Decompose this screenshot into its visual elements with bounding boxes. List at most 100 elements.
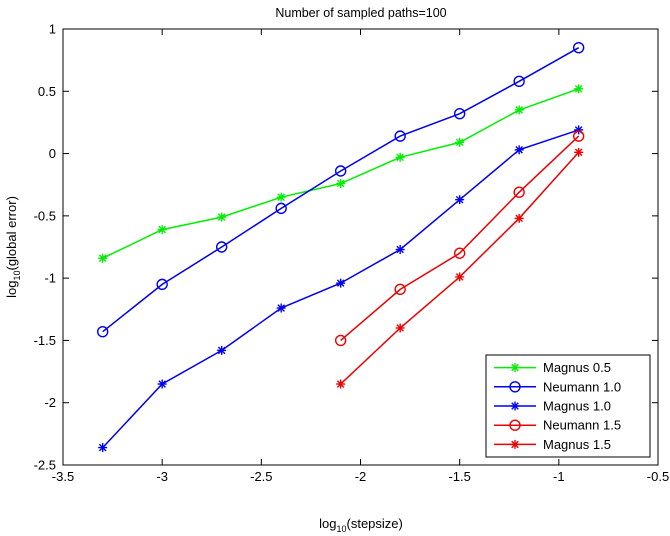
legend-label: Magnus 0.5: [543, 360, 611, 375]
y-tick-label: 0.5: [38, 84, 56, 99]
data-point: [98, 253, 108, 263]
y-tick-label: -2: [44, 395, 56, 410]
y-axis-label: log10(global error): [4, 196, 22, 298]
x-tick-label: -0.5: [647, 469, 669, 484]
x-tick-label: -2: [355, 469, 367, 484]
star-stroke: [277, 193, 285, 201]
star-stroke: [511, 402, 519, 410]
y-tick-label: -1: [44, 271, 56, 286]
legend-box: [485, 354, 651, 458]
x-tick-label: -2.5: [250, 469, 272, 484]
data-point: [217, 212, 227, 222]
data-point: [574, 84, 584, 94]
legend-label: Neumann 1.5: [543, 418, 621, 433]
x-axis-ticks: -3.5 -3 -2.5 -2 -1.5 -1 -0.5: [52, 29, 669, 484]
y-tick-label: 1: [49, 22, 56, 37]
data-point: [395, 244, 405, 254]
star-stroke: [455, 273, 464, 281]
data-point: [157, 225, 167, 235]
star-stroke: [396, 153, 404, 162]
data-point: [276, 303, 286, 313]
series-line: [340, 135, 580, 341]
star-stroke: [511, 440, 519, 449]
data-point: [336, 379, 346, 389]
star-stroke: [217, 213, 226, 221]
series-neumann-1-0: [96, 41, 585, 338]
x-tick-label: -1: [553, 469, 565, 484]
data-point: [336, 278, 346, 288]
legend-label: Neumann 1.0: [543, 379, 621, 394]
y-tick-label: -0.5: [34, 208, 56, 223]
legend: Magnus 0.5 Neumann 1.0 Magnus 1.0 Neumann 1…: [485, 354, 651, 458]
series-layer: [96, 41, 585, 453]
data-point: [513, 75, 525, 88]
data-point: [514, 213, 524, 223]
legend-item: Neumann 1.0: [494, 379, 621, 394]
data-point: [514, 105, 524, 115]
data-point: [275, 202, 287, 215]
star-stroke: [396, 324, 404, 332]
series-magnus-1-5: [336, 147, 584, 389]
legend-label: Magnus 1.5: [543, 437, 611, 452]
data-point: [455, 195, 465, 205]
series-line: [102, 47, 580, 333]
data-point: [395, 152, 405, 162]
legend-swatch-marker: [510, 401, 520, 411]
x-tick-label: -1.5: [448, 469, 470, 484]
data-point: [394, 283, 406, 296]
data-point: [572, 130, 585, 142]
legend-label: Magnus 1.0: [543, 399, 611, 414]
data-point: [514, 145, 524, 155]
star-stroke: [574, 84, 583, 93]
data-point: [96, 326, 109, 338]
series-magnus-0-5: [98, 84, 584, 263]
data-point: [455, 272, 465, 282]
y-tick-label: -2.5: [34, 458, 56, 473]
legend-swatch-marker: [510, 363, 520, 373]
star-stroke: [217, 346, 226, 355]
series-neumann-1-5: [334, 130, 585, 347]
data-point: [156, 278, 168, 291]
star-stroke: [574, 148, 583, 157]
star-stroke: [511, 363, 519, 372]
chart-title: Number of sampled paths=100: [275, 6, 446, 20]
legend-swatch-marker: [510, 439, 520, 449]
star-stroke: [98, 254, 107, 263]
data-point: [395, 323, 405, 333]
legend-swatch-marker: [509, 419, 521, 431]
data-point: [394, 130, 406, 142]
data-point: [157, 379, 167, 389]
star-stroke: [336, 279, 345, 287]
star-stroke: [515, 214, 523, 223]
legend-item: Magnus 1.0: [494, 399, 611, 414]
data-point: [98, 443, 108, 453]
data-point: [217, 345, 227, 355]
star-stroke: [277, 304, 285, 312]
star-stroke: [455, 138, 464, 147]
series-magnus-1-0: [98, 125, 584, 453]
star-stroke: [515, 146, 523, 154]
data-point: [334, 334, 347, 347]
y-axis-ticks: -2.5 -2 -1.5 -1 -0.5 0 0.5 1: [34, 22, 658, 473]
star-stroke: [515, 106, 523, 114]
data-point: [334, 165, 347, 177]
data-point: [574, 147, 584, 157]
data-point: [513, 186, 525, 198]
star-stroke: [98, 443, 107, 452]
star-stroke: [158, 225, 166, 234]
legend-item: Magnus 0.5: [494, 360, 611, 375]
x-axis-label: log10(stepsize): [319, 516, 403, 534]
star-stroke: [455, 195, 464, 204]
data-point: [336, 178, 346, 188]
star-stroke: [336, 380, 345, 388]
star-stroke: [158, 380, 166, 388]
x-tick-label: -3: [156, 469, 168, 484]
data-point: [455, 137, 465, 147]
legend-item: Magnus 1.5: [494, 437, 611, 452]
star-stroke: [336, 179, 345, 188]
y-tick-label: 0: [49, 146, 56, 161]
legend-item: Neumann 1.5: [494, 418, 621, 433]
x-tick-label: -3.5: [52, 469, 74, 484]
y-tick-label: -1.5: [34, 333, 56, 348]
